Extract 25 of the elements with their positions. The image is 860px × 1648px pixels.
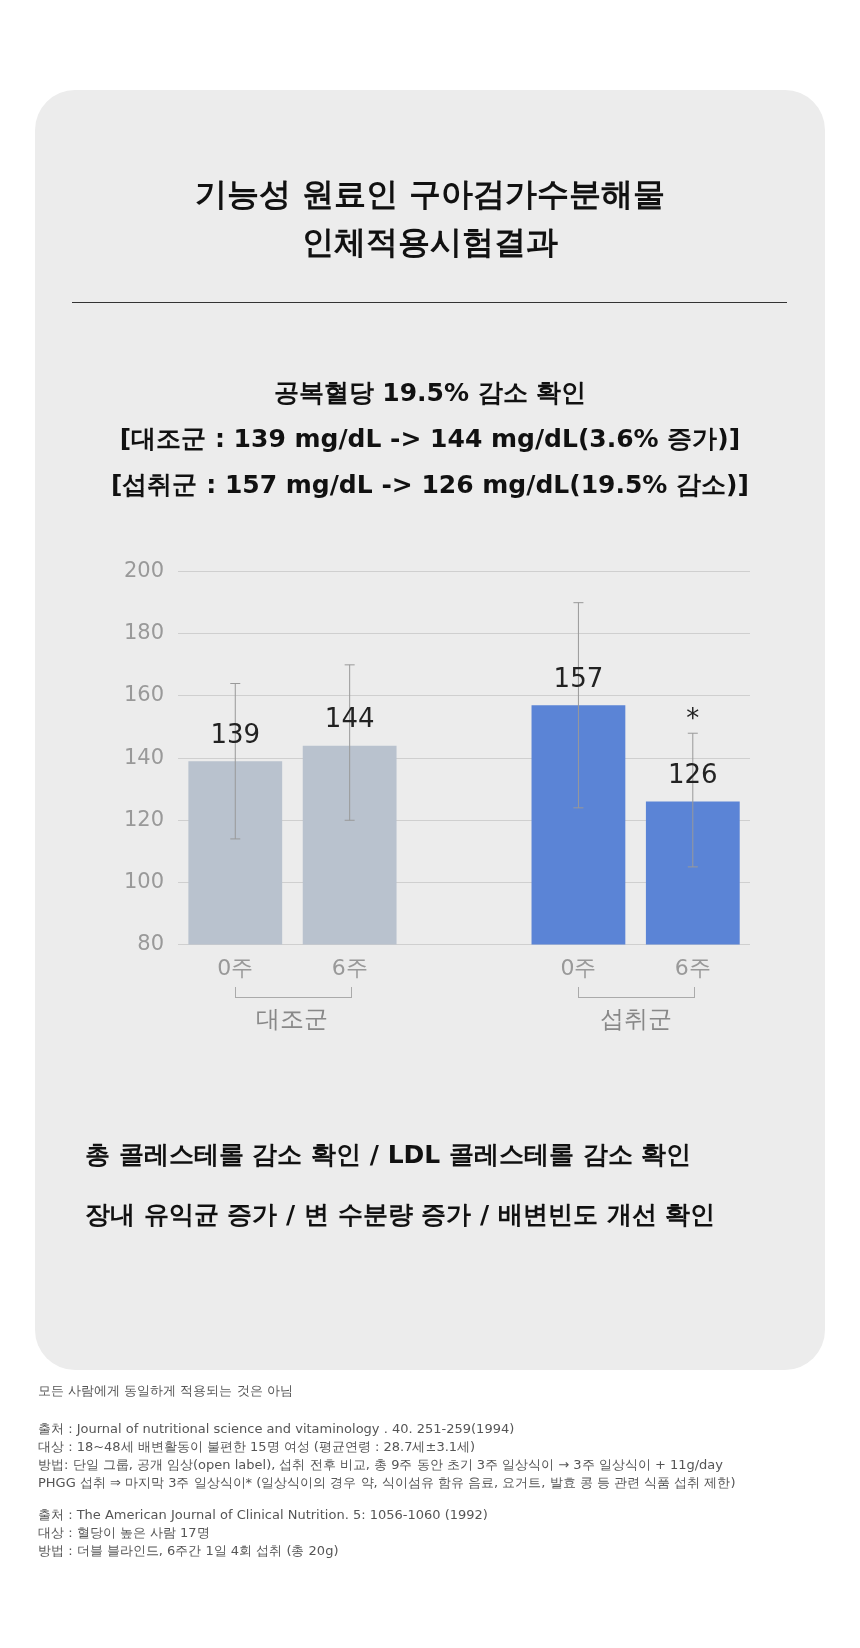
source-note: 출처 : The American Journal of Clinical Nutrition. 5: 1056-1060 (1992) 대상 : 혈당이 높은 사람 17명 방법 : 더블 블라인드, 6주간 1일 4회 섭취 (총 20g) [38,1506,489,1560]
text: 장내 유익균 증가 / 변 수분량 증가 / 배변빈도 개선 확인 [85,1199,716,1231]
text: 총 콜레스테롤 감소 확인 / LDL 콜레스테롤 감소 확인 [85,1139,692,1171]
text: 모든 사람에게 동일하게 적용되는 것은 아님 [38,1382,294,1400]
y-tick-label: 80 [137,931,165,956]
y-tick-label: 180 [123,620,165,645]
annotation: * [686,703,700,734]
x-tick-label: 6주 [331,954,368,980]
chart-subtitle: 공복혈당 19.5% 감소 확인 [대조군 : 139 mg/dL -> 144 mg/dL(3.6% 증가)] [섭취군 : 157 mg/dL -> 126 mg/dL(19.5% 감소)] [110,377,750,501]
data-label: 144 [324,703,375,734]
y-tick-label: 100 [123,868,165,893]
x-tick-label: 6주 [674,954,711,980]
text: 대조군 [256,1004,329,1035]
y-tick-label: 120 [123,806,165,831]
text: 섭취군 [599,1004,672,1035]
data-label: 139 [210,718,261,749]
y-tick-label: 140 [123,744,165,769]
data-label: 157 [553,663,604,694]
chart-title: 기능성 원료인 구아검가수분해물 인체적용시험결과 [193,174,667,263]
data-label: 126 [667,759,718,790]
x-tick-label: 0주 [217,954,254,980]
source-note: 출처 : Journal of nutritional science and vitaminology . 40. 251-259(1994) 대상 : 18~48세 배변활동이 불편한 15명 여성 (평균연령 : 28.7세±3.1세) 방법: 단일 그룹, 공개 임상(open label), 섭취 전후 비교, 총 9주 동안 초기 3주 일상식이 → 3주 일상식이 + 11g/day PHGG 섭취 ⇒ 마지막 3주 일상식이* (일상식이의 경우 약, 식이섬유 함유 음료, 요거트, 발효 콩 등 관련 식품 섭취 제한) [38,1420,737,1492]
x-tick-label: 0주 [560,954,597,980]
y-tick-label: 200 [123,558,165,583]
y-tick-label: 160 [123,682,165,707]
